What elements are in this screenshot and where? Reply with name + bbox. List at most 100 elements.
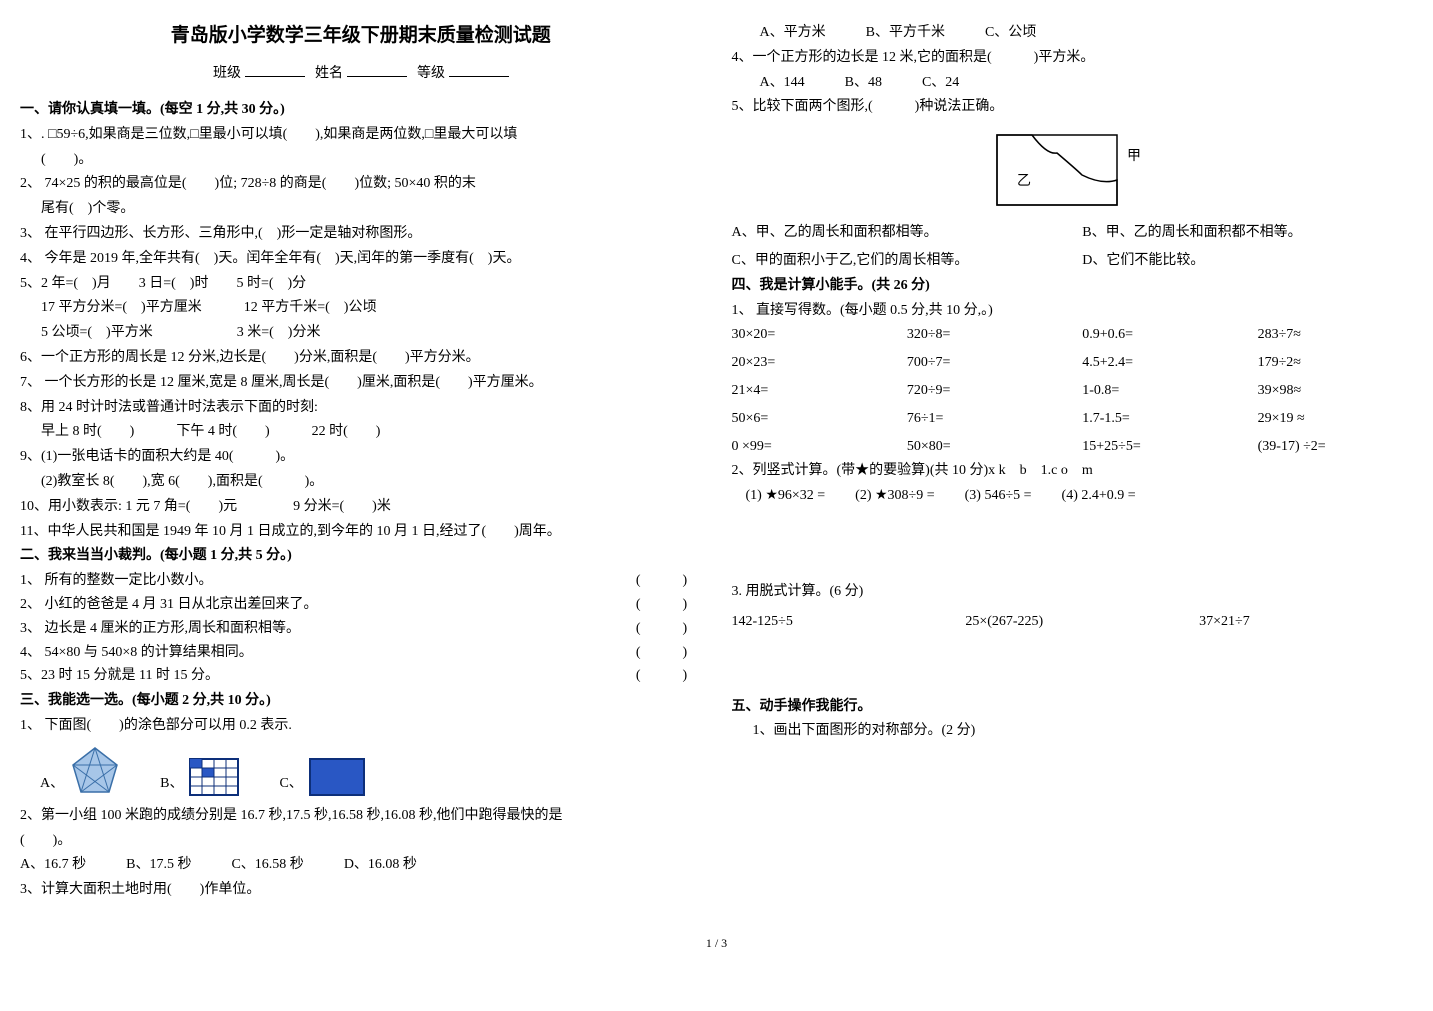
grade-label: 等级 [417, 66, 445, 81]
s2-q1-paren[interactable]: ( ) [622, 569, 702, 593]
calc-item: 720÷9= [907, 379, 1062, 403]
s1-q8: 8、用 24 时计时法或普通计时法表示下面的时刻: [20, 396, 702, 420]
s3-q3-opt-c: C、公顷 [985, 21, 1036, 45]
s1-q2: 2、 74×25 的积的最高位是( )位; 728÷8 的商是( )位数; 50… [20, 172, 702, 196]
right-column: A、平方米 B、平方千米 C、公顷 4、一个正方形的边长是 12 米,它的面积是… [732, 20, 1414, 903]
calc-item: 1.7-1.5= [1082, 407, 1237, 431]
s1-q2b: 尾有( )个零。 [20, 197, 702, 221]
calc-item: (39-17) ÷2= [1258, 435, 1413, 459]
s1-q9b: (2)教室长 8( ),宽 6( ),面积是( )。 [20, 470, 702, 494]
calc-item: 39×98≈ [1258, 379, 1413, 403]
s3-q2-opt-c: C、16.58 秒 [231, 853, 303, 877]
s3-q4-opt-c: C、24 [922, 71, 959, 95]
s3-q2: 2、第一小组 100 米跑的成绩分别是 16.7 秒,17.5 秒,16.58 … [20, 804, 702, 828]
s1-q9: 9、(1)一张电话卡的面积大约是 40( )。 [20, 445, 702, 469]
s1-q5b: 17 平方分米=( )平方厘米 12 平方千米=( )公顷 [20, 296, 702, 320]
calc-item: 29×19 ≈ [1258, 407, 1413, 431]
grade-blank[interactable] [449, 63, 509, 77]
s4-p3a: 142-125÷5 [732, 610, 946, 634]
calc-item: 1-0.8= [1082, 379, 1237, 403]
calc-item: 283÷7≈ [1258, 323, 1413, 347]
compare-shapes-icon: 甲 乙 [987, 125, 1157, 215]
s3-q3-opt-b: B、平方千米 [866, 21, 945, 45]
s2-q5: 5、23 时 15 分就是 11 时 15 分。 [20, 664, 622, 688]
calc-item: 50×6= [732, 407, 887, 431]
section-3-heading: 三、我能选一选。(每小题 2 分,共 10 分。) [20, 689, 702, 713]
s5-q1: 1、画出下面图形的对称部分。(2 分) [732, 719, 1414, 743]
label-yi: 乙 [1017, 173, 1031, 189]
s2-q4-paren[interactable]: ( ) [622, 641, 702, 665]
s1-q1b: ( )。 [20, 148, 702, 172]
s3-q2b: ( )。 [20, 829, 702, 853]
s2-q4: 4、 54×80 与 540×8 的计算结果相同。 [20, 641, 622, 665]
s2-q2-paren[interactable]: ( ) [622, 593, 702, 617]
pentagon-icon [70, 746, 120, 796]
s3-q2-opt-a: A、16.7 秒 [20, 853, 86, 877]
s4-p1: 1、 直接写得数。(每小题 0.5 分,共 10 分,。) [732, 299, 1414, 323]
s3-q5-opt-c: C、甲的面积小于乙,它们的周长相等。 [732, 249, 1063, 273]
exam-title: 青岛版小学数学三年级下册期末质量检测试题 [20, 20, 702, 52]
s4-p2d: (4) 2.4+0.9 = [1062, 484, 1136, 508]
s2-q5-paren[interactable]: ( ) [622, 664, 702, 688]
name-label: 姓名 [315, 66, 343, 81]
class-blank[interactable] [245, 63, 305, 77]
class-label: 班级 [213, 66, 241, 81]
s1-q7: 7、 一个长方形的长是 12 厘米,宽是 8 厘米,周长是( )厘米,面积是( … [20, 371, 702, 395]
s3-q3-opt-a: A、平方米 [760, 21, 826, 45]
name-blank[interactable] [347, 63, 407, 77]
s3-q5-opt-d: D、它们不能比较。 [1082, 249, 1413, 273]
s3-q2-opt-b: B、17.5 秒 [126, 853, 191, 877]
s4-p2: 2、列竖式计算。(带★的要验算)(共 10 分)x k b 1.c o m [732, 459, 1414, 483]
s3-q5-opt-b: B、甲、乙的周长和面积都不相等。 [1082, 221, 1413, 245]
s1-q4: 4、 今年是 2019 年,全年共有( )天。闰年全年有( )天,闰年的第一季度… [20, 247, 702, 271]
calc-item: 20×23= [732, 351, 887, 375]
s1-q11: 11、中华人民共和国是 1949 年 10 月 1 日成立的,到今年的 10 月… [20, 520, 702, 544]
section-5-heading: 五、动手操作我能行。 [732, 695, 1414, 719]
left-column: 青岛版小学数学三年级下册期末质量检测试题 班级 姓名 等级 一、请你认真填一填。… [20, 20, 702, 903]
calc-item: 320÷8= [907, 323, 1062, 347]
calc-item: 30×20= [732, 323, 887, 347]
s4-p2a: (1) ★96×32 = [746, 484, 826, 508]
calc-item: 179÷2≈ [1258, 351, 1413, 375]
s4-p2c: (3) 546÷5 = [965, 484, 1032, 508]
blue-rect-icon [309, 758, 365, 796]
s3-q4: 4、一个正方形的边长是 12 米,它的面积是( )平方米。 [732, 46, 1414, 70]
s3-q5-opt-a: A、甲、乙的周长和面积都相等。 [732, 221, 1063, 245]
calc-item: 0.9+0.6= [1082, 323, 1237, 347]
calc-item: 50×80= [907, 435, 1062, 459]
section-1-heading: 一、请你认真填一填。(每空 1 分,共 30 分。) [20, 98, 702, 122]
s4-p3c: 37×21÷7 [1199, 610, 1413, 634]
s2-q2: 2、 小红的爸爸是 4 月 31 日从北京出差回来了。 [20, 593, 622, 617]
calc-item: 0 ×99= [732, 435, 887, 459]
calc-item: 76÷1= [907, 407, 1062, 431]
s2-q3: 3、 边长是 4 厘米的正方形,周长和面积相等。 [20, 617, 622, 641]
student-info-line: 班级 姓名 等级 [20, 62, 702, 86]
s1-q8b: 早上 8 时( ) 下午 4 时( ) 22 时( ) [20, 420, 702, 444]
opt-c-label: C、 [279, 772, 302, 796]
s1-q1: 1、. □59÷6,如果商是三位数,□里最小可以填( ),如果商是两位数,□里最… [20, 123, 702, 147]
s1-q10: 10、用小数表示: 1 元 7 角=( )元 9 分米=( )米 [20, 495, 702, 519]
s3-q4-opt-a: A、144 [760, 71, 805, 95]
s2-q3-paren[interactable]: ( ) [622, 617, 702, 641]
grid-icon [189, 758, 239, 796]
calc-item: 700÷7= [907, 351, 1062, 375]
s4-p2b: (2) ★308÷9 = [855, 484, 934, 508]
s3-q1-shapes: A、 B、 C、 [40, 746, 702, 796]
page-number: 1 / 3 [20, 933, 1413, 953]
section-4-heading: 四、我是计算小能手。(共 26 分) [732, 274, 1414, 298]
s3-q5: 5、比较下面两个图形,( )种说法正确。 [732, 95, 1414, 119]
s4-p3b: 25×(267-225) [965, 610, 1179, 634]
s1-q6: 6、一个正方形的周长是 12 分米,边长是( )分米,面积是( )平方分米。 [20, 346, 702, 370]
s2-q1: 1、 所有的整数一定比小数小。 [20, 569, 622, 593]
s1-q5c: 5 公顷=( )平方米 3 米=( )分米 [20, 321, 702, 345]
s3-q4-opt-b: B、48 [845, 71, 882, 95]
label-jia: 甲 [1127, 149, 1141, 164]
s4-p3: 3. 用脱式计算。(6 分) [732, 580, 1414, 604]
s3-q2-opt-d: D、16.08 秒 [344, 853, 417, 877]
s3-q1: 1、 下面图( )的涂色部分可以用 0.2 表示. [20, 714, 702, 738]
s1-q5: 5、2 年=( )月 3 日=( )时 5 时=( )分 [20, 272, 702, 296]
calc-item: 21×4= [732, 379, 887, 403]
s1-q3: 3、 在平行四边形、长方形、三角形中,( )形一定是轴对称图形。 [20, 222, 702, 246]
opt-a-label: A、 [40, 772, 64, 796]
opt-b-label: B、 [160, 772, 183, 796]
